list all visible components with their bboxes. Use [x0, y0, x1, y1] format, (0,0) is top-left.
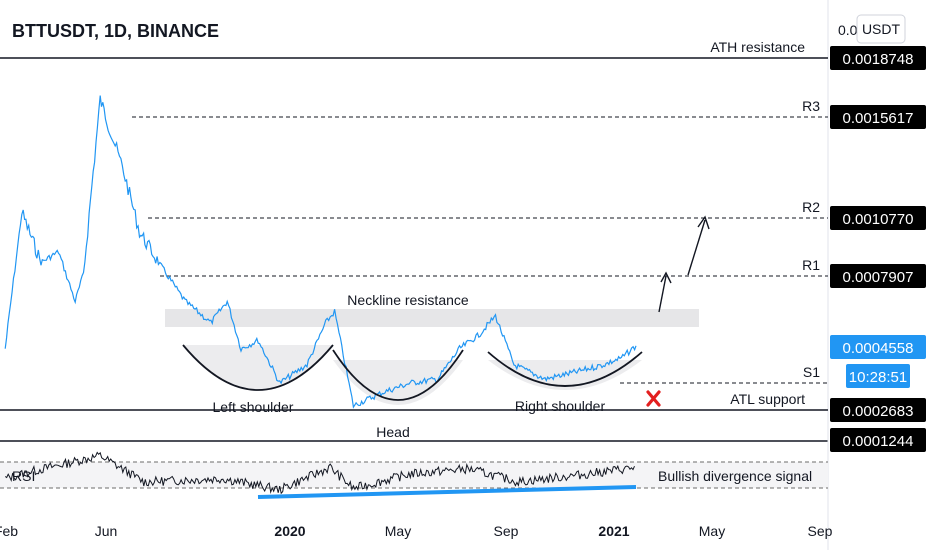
rsi-label: RSI	[12, 468, 35, 484]
x-tick-label-6: 2021	[598, 523, 629, 539]
rsi-series	[4, 451, 635, 495]
invalidation-x-icon	[646, 390, 661, 407]
level-label-5: S1	[803, 364, 820, 380]
x-tick-label-3: 2020	[274, 523, 305, 539]
price-tag-label-6: 0.0002683	[843, 403, 914, 420]
price-tag-label-2: 0.0015617	[843, 110, 914, 127]
left-shoulder-label: Left shoulder	[213, 399, 294, 415]
right-shoulder-label: Right shoulder	[515, 398, 606, 414]
head-arc	[332, 349, 464, 401]
time-axis: Feb Jun 2020 May Sep 2021 May Sep	[0, 523, 833, 539]
neckline-zone	[165, 309, 699, 327]
level-label-6: ATL support	[730, 391, 805, 407]
divergence-label-bg	[652, 463, 818, 487]
countdown-tag	[846, 364, 910, 388]
price-tag-4	[830, 264, 926, 288]
axis-top-partial-label: 0.0	[838, 22, 858, 38]
level-label-3: R2	[802, 199, 820, 215]
divergence-label: Bullish divergence signal	[658, 468, 812, 484]
x-tick-label-1: Feb	[0, 523, 18, 539]
x-tick-label-2: Jun	[95, 523, 118, 539]
price-tag-3	[830, 206, 926, 230]
price-tag-1	[830, 46, 926, 70]
price-axis: 0.0018748 0.0015617 0.0010770 0.0007907 0.00…	[830, 46, 926, 452]
price-tag-2	[830, 105, 926, 129]
currency-button-label: USDT	[862, 21, 901, 37]
divergence-line	[257, 485, 637, 499]
countdown-label: 10:28:51	[849, 369, 907, 386]
x-tick-label-7: May	[699, 523, 725, 539]
projection-arrows	[658, 215, 710, 313]
rsi-line	[4, 451, 635, 495]
left-shoulder-arc	[182, 344, 334, 391]
price-line	[4, 95, 637, 409]
head-label: Head	[376, 424, 409, 440]
chart-title: BTTUSDT, 1D, BINANCE	[12, 21, 219, 41]
price-tag-label-4: 0.0007907	[843, 269, 914, 286]
level-label-2: R3	[802, 98, 820, 114]
level-label-1: ATH resistance	[710, 39, 805, 55]
price-tag-label-5: 0.0004558	[843, 340, 914, 357]
price-series	[4, 95, 637, 409]
x-tick-label-4: May	[385, 523, 411, 539]
price-tag-label-3: 0.0010770	[843, 211, 914, 228]
level-label-4: R1	[802, 257, 820, 273]
right-shoulder-arc	[487, 351, 643, 387]
price-tag-label-1: 0.0018748	[843, 51, 914, 68]
head-fill	[333, 360, 463, 405]
x-tick-label-5: Sep	[494, 523, 519, 539]
price-tag-6	[830, 398, 926, 422]
x-tick-label-8: Sep	[808, 523, 833, 539]
levels-group: ATH resistance R3 R2 R1 S1 ATL support	[0, 39, 828, 411]
price-tag-label-7: 0.0001244	[843, 433, 914, 450]
price-tag-5	[830, 335, 926, 359]
currency-button[interactable]: USDT	[856, 14, 906, 44]
neckline-label: Neckline resistance	[347, 292, 469, 308]
price-tag-7	[830, 428, 926, 452]
